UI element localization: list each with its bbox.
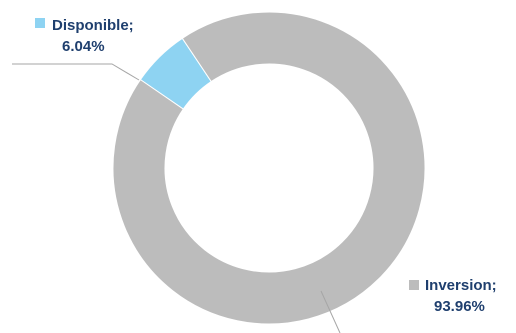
slices-layer <box>112 11 426 325</box>
label-disponible-name: Disponible; <box>52 17 134 34</box>
legend-label-disponible: Disponible; 6.04% <box>35 17 134 55</box>
leader-line-disponible <box>12 63 140 81</box>
legend-label-inversion: Inversion; 93.96% <box>409 277 497 315</box>
legend-swatch-disponible <box>35 18 45 28</box>
label-inversion-name: Inversion; <box>425 277 497 294</box>
leader-lines <box>12 63 341 333</box>
slice-inversion <box>112 11 426 325</box>
legend-swatch-inversion <box>409 280 419 290</box>
label-disponible-value: 6.04% <box>62 38 105 55</box>
label-inversion-value: 93.96% <box>434 298 485 315</box>
leader-line-inversion <box>320 290 341 333</box>
